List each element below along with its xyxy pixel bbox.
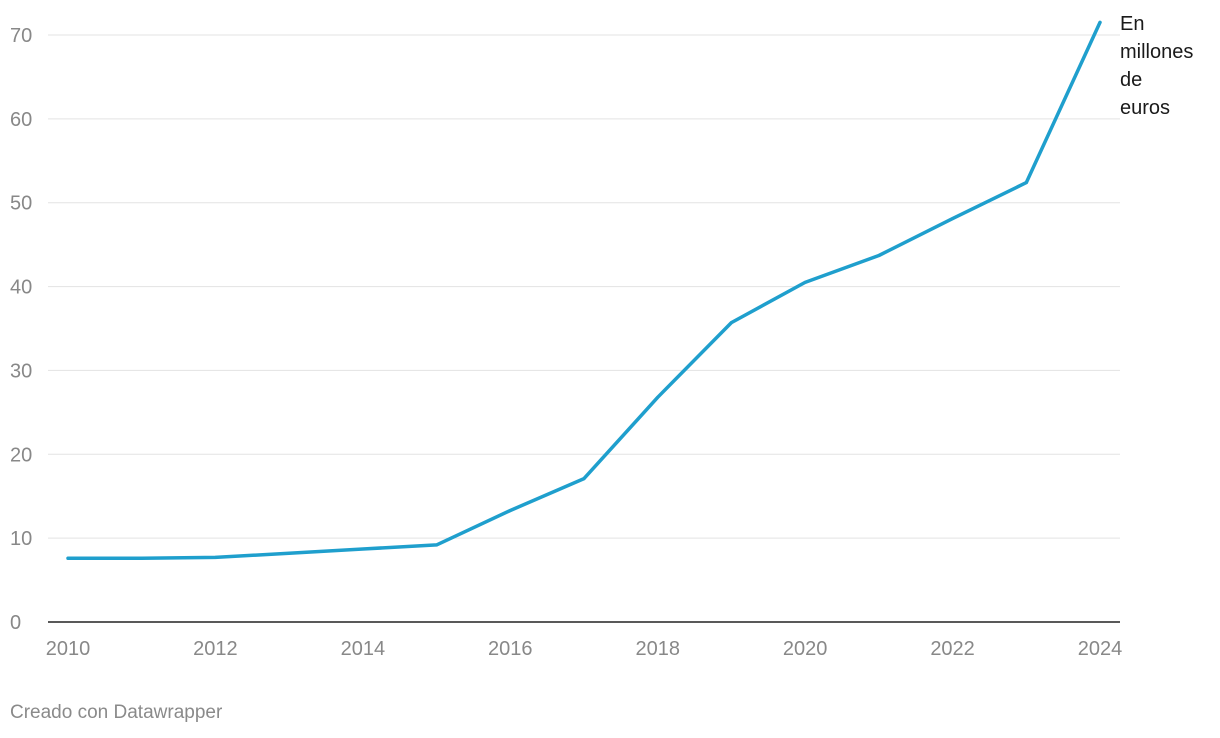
- x-tick-label: 2014: [341, 638, 386, 660]
- unit-annotation-line-4: euros: [1120, 97, 1170, 119]
- data-point: [66, 556, 70, 560]
- unit-annotation-line-1: En: [1120, 13, 1144, 35]
- y-tick-label: 0: [10, 612, 21, 634]
- data-point: [729, 321, 733, 325]
- data-point: [877, 254, 881, 258]
- y-tick-label: 40: [10, 277, 32, 299]
- x-tick-label: 2016: [488, 638, 533, 660]
- data-point: [951, 217, 955, 221]
- data-point: [656, 395, 660, 399]
- unit-annotation-line-3: de: [1120, 69, 1142, 91]
- data-point: [213, 555, 217, 559]
- y-axis: 0 10 20 30 40 50 60 70: [10, 25, 32, 634]
- data-point: [361, 547, 365, 551]
- y-tick-label: 10: [10, 528, 32, 550]
- unit-annotation-line-2: millones: [1120, 41, 1193, 63]
- y-tick-label: 60: [10, 109, 32, 131]
- y-tick-label: 30: [10, 360, 32, 382]
- credit-text: Creado con Datawrapper: [10, 702, 223, 723]
- series-layer: [66, 20, 1102, 561]
- x-tick-label: 2018: [635, 638, 680, 660]
- x-tick-label: 2020: [783, 638, 828, 660]
- gridlines: [48, 34, 1120, 539]
- data-point: [1024, 181, 1028, 185]
- x-tick-label: 2024: [1078, 638, 1123, 660]
- unit-annotation: En millones de euros: [1120, 13, 1199, 119]
- data-point: [582, 477, 586, 481]
- line-chart: 0 10 20 30 40 50 60 70 2010 2012 2014 2016 2018 2020…: [10, 13, 1199, 660]
- data-point: [803, 280, 807, 284]
- y-tick-label: 20: [10, 444, 32, 466]
- data-point: [140, 556, 144, 560]
- x-tick-label: 2012: [193, 638, 238, 660]
- y-tick-label: 50: [10, 193, 32, 215]
- x-tick-label: 2010: [46, 638, 91, 660]
- data-point: [287, 551, 291, 555]
- data-point: [1098, 20, 1102, 24]
- data-point: [435, 543, 439, 547]
- data-point: [508, 508, 512, 512]
- x-axis: 2010 2012 2014 2016 2018 2020 2022 2024: [46, 621, 1123, 660]
- y-tick-label: 70: [10, 25, 32, 47]
- x-tick-label: 2022: [930, 638, 975, 660]
